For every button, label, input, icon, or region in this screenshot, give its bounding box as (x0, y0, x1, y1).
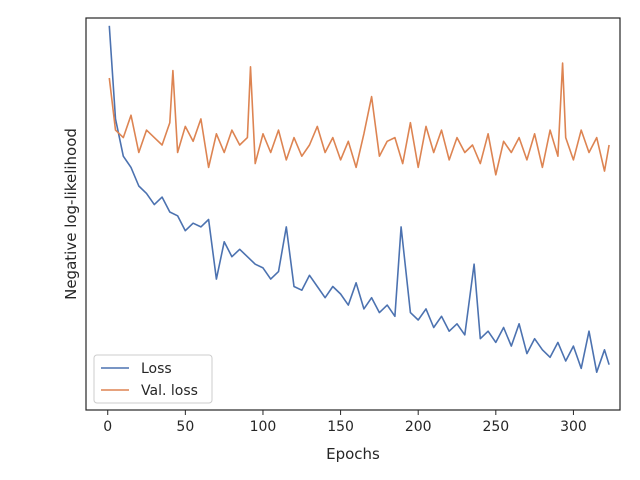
series-line-loss (108, 25, 610, 373)
plot-area (108, 25, 610, 373)
x-tick-label: 100 (250, 419, 277, 435)
x-tick-label: 0 (103, 419, 112, 435)
plot-frame (85, 17, 621, 411)
legend-label-loss: Loss (141, 361, 172, 377)
x-axis: 0 50 100 150 200 250 300 (103, 410, 587, 435)
x-axis-label: Epochs (326, 445, 380, 463)
x-tick-label: 150 (327, 419, 354, 435)
x-tick-label: 300 (560, 419, 587, 435)
legend: Loss Val. loss (93, 354, 213, 404)
legend-box (93, 354, 213, 404)
legend-label-val-loss: Val. loss (141, 383, 198, 399)
x-tick-label: 250 (482, 419, 509, 435)
series-line-val-loss (108, 62, 610, 176)
x-tick-label: 200 (405, 419, 432, 435)
y-axis-label: Negative log-likelihood (62, 128, 80, 300)
x-tick-label: 50 (176, 419, 194, 435)
